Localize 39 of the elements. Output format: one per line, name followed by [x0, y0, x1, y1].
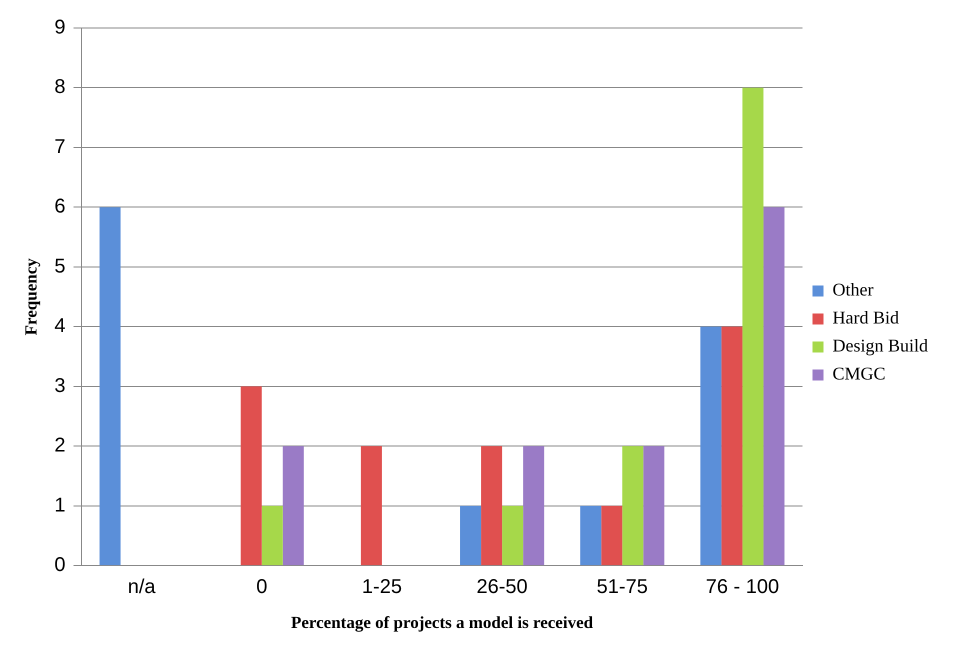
- y-tick-label: 0: [54, 554, 66, 576]
- x-tick-label: 76 - 100: [706, 576, 780, 598]
- legend-label: Other: [832, 280, 874, 300]
- bar: [580, 506, 602, 566]
- bar: [742, 88, 764, 566]
- x-tick-label: 51-75: [596, 576, 648, 598]
- bar: [240, 386, 262, 566]
- bar: [100, 207, 121, 566]
- legend-label: CMGC: [832, 364, 886, 384]
- y-tick-label: 2: [54, 434, 66, 457]
- bar: [622, 446, 644, 566]
- bar: [502, 506, 524, 566]
- legend-label: Design Build: [832, 336, 928, 356]
- bar: [721, 326, 742, 566]
- bar: [282, 446, 304, 566]
- bar: [700, 326, 722, 566]
- y-tick-label: 3: [54, 374, 66, 397]
- x-tick-label: 1-25: [362, 576, 402, 598]
- bar: [643, 446, 664, 566]
- bar: [460, 506, 482, 566]
- y-tick-label: 8: [54, 76, 66, 98]
- bar: [481, 446, 502, 566]
- x-axis-title: Percentage of projects a model is received: [290, 613, 594, 632]
- y-tick-label: 6: [54, 196, 66, 218]
- bar: [360, 446, 382, 566]
- y-tick-label: 4: [54, 315, 66, 338]
- y-axis-title: Frequency: [22, 258, 41, 336]
- x-tick-label: 0: [256, 576, 268, 598]
- y-tick-label: 1: [54, 494, 66, 516]
- y-tick-label: 7: [54, 136, 66, 158]
- x-tick-label: 26-50: [476, 576, 528, 598]
- bar: [601, 506, 622, 566]
- y-tick-label: 5: [54, 255, 66, 278]
- x-tick-label: n/a: [128, 576, 156, 598]
- bar: [523, 446, 544, 566]
- bar: [262, 506, 283, 566]
- bar: [763, 207, 784, 566]
- legend-label: Hard Bid: [832, 308, 899, 328]
- y-tick-label: 9: [54, 16, 66, 39]
